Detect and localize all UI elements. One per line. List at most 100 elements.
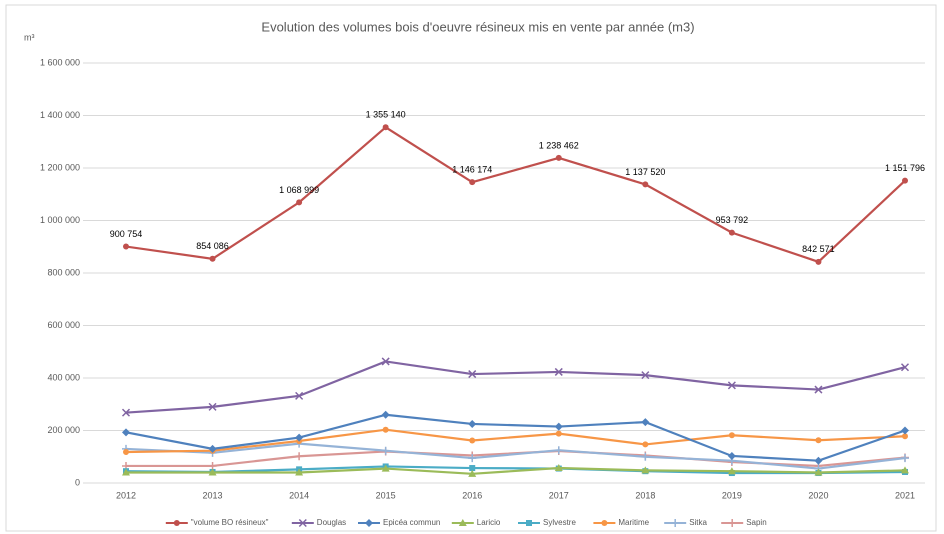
marker [173,520,180,526]
marker [295,468,304,476]
legend-label: Epicéa commun [383,518,440,527]
marker [365,519,373,527]
marker [208,402,217,411]
series [123,426,908,456]
line [125,442,906,470]
chart-title: Evolution des volumes bois d'oeuvre rési… [261,19,694,34]
line [126,466,906,475]
marker [554,422,563,431]
marker [815,437,822,444]
legend-label: Sitka [689,518,707,527]
y-tick-label: 800 000 [47,267,80,277]
legend-label: Douglas [317,518,346,527]
marker [381,464,390,472]
marker [901,454,909,463]
x-tick-label: 2019 [722,490,742,500]
marker [122,428,130,437]
x-tick-label: 2016 [462,490,482,500]
marker [526,520,532,526]
y-tick-label: 1 600 000 [40,57,80,67]
y-tick-label: 0 [75,477,80,487]
x-tick-label: 2018 [635,490,655,500]
legend-entry: Sitka [664,518,708,527]
line [125,428,906,454]
marker [208,468,217,476]
marker [468,469,477,477]
marker [641,371,650,380]
marker [554,367,563,376]
legend-entry: "volume BO résineux" [165,518,269,527]
data-label: 1 146 174 [452,165,492,175]
x-tick-label: 2020 [808,490,828,500]
marker [382,124,389,131]
marker [468,419,477,428]
data-label: 1 151 796 [885,163,925,173]
marker [208,444,217,453]
marker [728,229,735,236]
line [125,125,906,264]
marker [381,357,390,366]
y-tick-label: 1 200 000 [40,162,80,172]
series [122,410,909,465]
data-label: 842 571 [802,244,835,254]
marker [381,410,390,419]
marker [298,518,307,528]
marker [601,520,608,526]
marker [901,426,909,435]
marker [296,199,303,206]
legend-entry: Laricio [451,518,501,527]
marker [554,446,563,455]
marker [123,243,129,250]
marker [469,179,476,186]
marker [641,466,650,474]
marker [641,418,650,427]
data-label: 953 792 [716,215,749,225]
marker [295,452,304,461]
data-label: 854 086 [196,241,229,251]
legend-label: Sapin [746,518,766,527]
marker [555,430,562,437]
marker [902,433,908,440]
legend-label: "volume BO résineux" [191,518,269,527]
series [121,357,910,417]
marker [381,446,390,455]
marker [641,452,650,461]
marker [209,255,216,262]
y-axis-label: m³ [24,32,35,42]
marker [727,451,736,460]
marker [814,468,823,476]
marker [814,456,823,465]
x-tick-label: 2013 [203,490,223,500]
marker [728,519,737,527]
series [123,124,908,265]
marker [468,454,477,463]
marker [295,433,304,442]
marker [382,426,389,433]
marker [469,437,476,444]
marker [554,464,563,472]
y-tick-label: 200 000 [47,425,80,435]
marker [458,519,467,526]
y-tick-label: 1 000 000 [40,215,80,225]
marker [900,363,910,372]
data-label: 900 754 [110,229,143,239]
marker [727,467,736,475]
marker [295,391,304,400]
marker [123,449,129,456]
marker [642,441,649,448]
y-tick-label: 400 000 [47,372,80,382]
data-label: 1 355 140 [366,110,406,120]
marker [642,181,649,188]
x-tick-label: 2014 [289,490,309,500]
marker [814,385,823,394]
marker [901,466,909,474]
y-tick-label: 1 400 000 [40,110,80,120]
line [125,465,906,475]
legend-label: Laricio [477,518,501,527]
data-label: 1 137 520 [625,167,665,177]
marker [122,468,130,476]
legend-entry: Epicéa commun [358,518,440,527]
legend-entry: Sylvestre [518,518,576,527]
legend-entry: Maritime [593,518,650,527]
marker [727,381,736,390]
